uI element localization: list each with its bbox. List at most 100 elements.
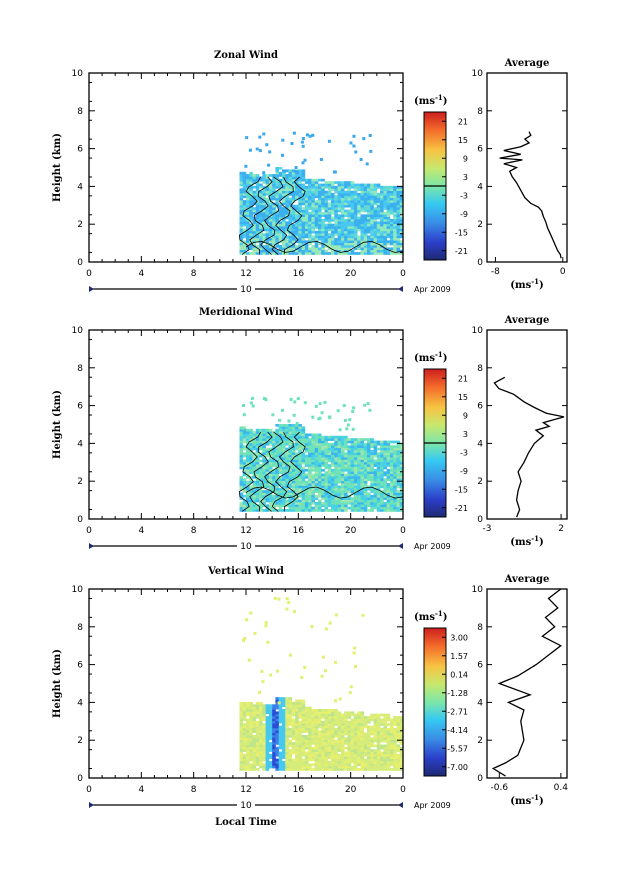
heatmap-cell bbox=[324, 509, 329, 512]
heatmap-cell bbox=[363, 442, 368, 446]
heatmap-cell bbox=[255, 207, 260, 210]
heatmap-cell bbox=[252, 725, 257, 729]
heatmap-cell bbox=[278, 765, 283, 769]
heatmap-cell bbox=[376, 716, 381, 719]
heatmap-cell bbox=[393, 485, 397, 489]
heatmap-cell bbox=[324, 204, 329, 208]
heatmap-cell bbox=[389, 485, 394, 489]
heatmap-cell bbox=[255, 761, 260, 764]
heatmap-cell bbox=[389, 723, 394, 726]
heatmap-cell bbox=[314, 466, 319, 470]
heatmap-cell bbox=[282, 435, 286, 439]
heatmap-cell bbox=[295, 487, 299, 491]
heatmap-cell bbox=[255, 509, 260, 512]
heatmap-cell bbox=[295, 226, 299, 229]
heatmap-cell bbox=[285, 240, 289, 243]
heatmap-cell bbox=[393, 237, 397, 241]
heatmap-cell bbox=[308, 440, 312, 444]
heatmap-cell bbox=[259, 176, 263, 180]
heatmap-cell bbox=[262, 211, 266, 215]
heatmap-cell bbox=[386, 202, 391, 206]
heatmap-cell bbox=[337, 763, 342, 767]
heatmap-cell bbox=[246, 211, 250, 215]
heatmap-cell bbox=[252, 464, 257, 467]
heatmap-cell bbox=[386, 457, 391, 460]
heatmap-cell bbox=[242, 742, 247, 745]
average-y-tick-label: 4 bbox=[477, 439, 483, 449]
heatmap-cell bbox=[318, 197, 322, 201]
heatmap-cell bbox=[389, 450, 394, 453]
heatmap-cell bbox=[239, 485, 244, 489]
heatmap-cell bbox=[357, 219, 361, 222]
heatmap-cell bbox=[370, 452, 374, 456]
heatmap-cell bbox=[344, 737, 348, 741]
heatmap-cell bbox=[249, 202, 253, 206]
heatmap-cell bbox=[291, 487, 296, 491]
heatmap-cell bbox=[340, 483, 345, 486]
heatmap-cell bbox=[334, 464, 338, 467]
heatmap-cell bbox=[318, 509, 322, 512]
heatmap-cell bbox=[272, 252, 276, 255]
heatmap-cell bbox=[262, 492, 266, 496]
heatmap-cell bbox=[255, 701, 260, 705]
heatmap-cell bbox=[242, 447, 247, 451]
heatmap-cell bbox=[308, 454, 312, 458]
heatmap-cell bbox=[344, 190, 348, 194]
heatmap-cell bbox=[255, 494, 260, 498]
heatmap-cell bbox=[291, 485, 296, 489]
heatmap-cell bbox=[288, 756, 293, 759]
heatmap-cell bbox=[383, 480, 387, 484]
heatmap-cell bbox=[272, 737, 276, 741]
heatmap-cell bbox=[337, 237, 342, 241]
heatmap-cell bbox=[311, 487, 315, 491]
heatmap-cell bbox=[396, 447, 401, 451]
heatmap-cell bbox=[308, 442, 312, 446]
heatmap-cell bbox=[353, 185, 358, 189]
heatmap-cell bbox=[291, 252, 296, 255]
heatmap-cell bbox=[370, 497, 374, 500]
heatmap-cell bbox=[399, 442, 404, 446]
heatmap-cell bbox=[304, 204, 309, 208]
heatmap-cell bbox=[367, 459, 371, 463]
heatmap-cell bbox=[370, 440, 374, 444]
heatmap-cell bbox=[386, 452, 391, 456]
heatmap-cell bbox=[370, 473, 374, 477]
heatmap-cell bbox=[360, 480, 365, 484]
heatmap-cell bbox=[282, 697, 286, 700]
heatmap-cell bbox=[314, 226, 319, 229]
heatmap-cell bbox=[249, 746, 253, 750]
heatmap-cell bbox=[272, 735, 276, 738]
heatmap-cell bbox=[314, 468, 319, 472]
heatmap-cell bbox=[272, 471, 276, 474]
heatmap-cell bbox=[396, 207, 401, 210]
heatmap-cell bbox=[331, 468, 335, 472]
heatmap-cell bbox=[380, 471, 384, 474]
heatmap-cell bbox=[350, 459, 355, 463]
heatmap-cell bbox=[282, 742, 286, 745]
heatmap-cell bbox=[252, 207, 257, 210]
heatmap-cell bbox=[370, 480, 374, 484]
heatmap-cell bbox=[268, 709, 273, 712]
heatmap-cell bbox=[278, 504, 283, 508]
heatmap-cell bbox=[301, 240, 306, 243]
heatmap-cell bbox=[249, 720, 253, 724]
heatmap-cell bbox=[389, 219, 394, 222]
heatmap-cell bbox=[304, 433, 309, 437]
heatmap-cell bbox=[298, 188, 302, 191]
heatmap-cell bbox=[268, 431, 273, 434]
heatmap-cell bbox=[262, 440, 266, 444]
heatmap-cell bbox=[347, 183, 351, 187]
heatmap-cell bbox=[380, 235, 384, 239]
heatmap-cell bbox=[272, 744, 276, 748]
heatmap-cell bbox=[252, 720, 257, 724]
heatmap-cell bbox=[347, 753, 351, 757]
heatmap-cell bbox=[288, 450, 293, 453]
heatmap-cell bbox=[292, 413, 296, 417]
heatmap-cell bbox=[304, 202, 309, 206]
heatmap-cell bbox=[246, 176, 250, 180]
heatmap-cell bbox=[350, 197, 355, 201]
heatmap-cell bbox=[308, 765, 312, 769]
heatmap-cell bbox=[288, 228, 293, 232]
heatmap-cell bbox=[380, 249, 384, 253]
heatmap-cell bbox=[321, 473, 325, 477]
